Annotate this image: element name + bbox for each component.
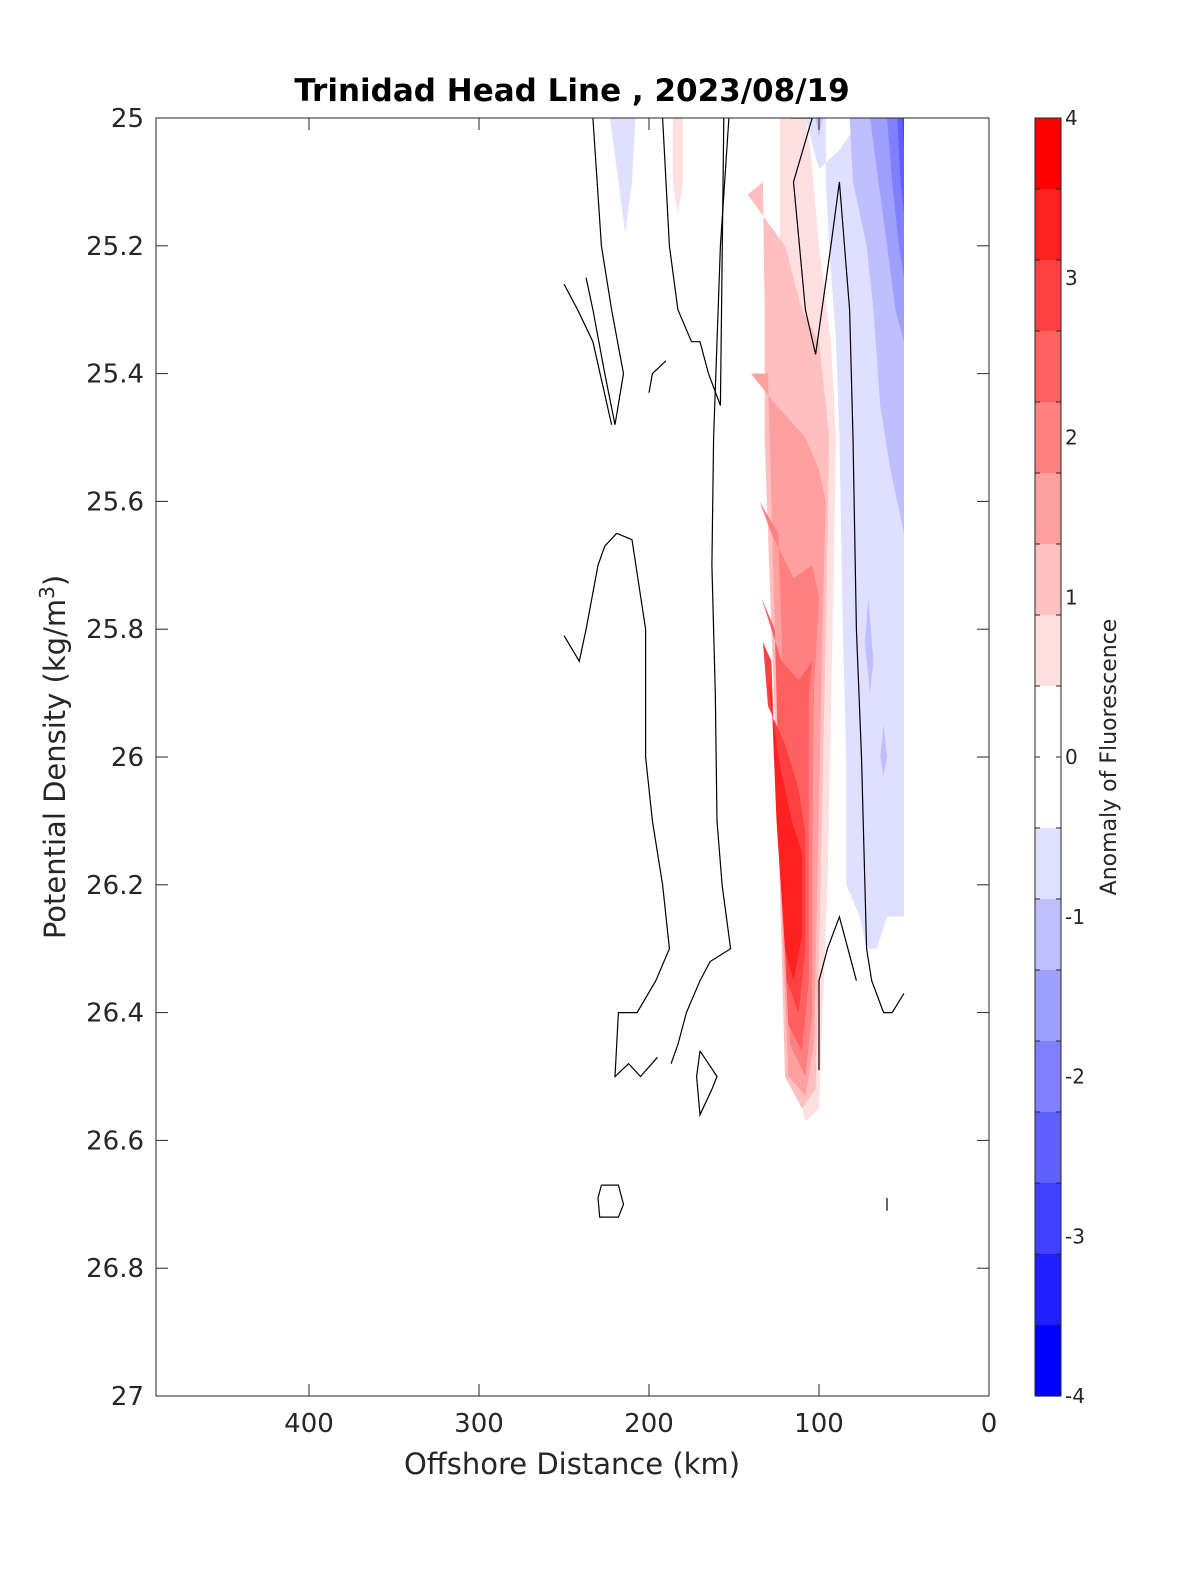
zero-contour-line <box>790 118 905 1014</box>
zero-contour-line <box>563 283 613 425</box>
negative-anomaly-region <box>609 118 636 233</box>
y-tick-label: 25.6 <box>86 487 144 517</box>
zero-contour-line <box>585 118 625 425</box>
y-tick-label: 27 <box>111 1382 144 1412</box>
colorbar-tick-label: 0 <box>1065 745 1078 769</box>
colorbar-tick-label: -2 <box>1065 1065 1085 1089</box>
y-axis-label-main: Potential Density (kg/m <box>38 599 72 939</box>
colorbar-label: Anomaly of Fluorescence <box>1097 619 1122 896</box>
colorbar-band <box>1035 1183 1061 1255</box>
y-tick-label: 25.4 <box>86 360 144 390</box>
colorbar-tick-label: -3 <box>1065 1224 1085 1248</box>
y-axis-label-close: ) <box>38 575 72 586</box>
zero-contour-line <box>818 914 857 1071</box>
colorbar-band <box>1035 1112 1061 1184</box>
negative-anomaly-region <box>876 118 904 278</box>
y-tick-label: 26.8 <box>86 1254 144 1284</box>
positive-anomaly-region <box>672 118 683 214</box>
x-axis-ticks: 400 300 200 100 0 <box>284 118 997 1439</box>
colorbar-band <box>1035 473 1061 545</box>
y-axis-ticks: 25 25.2 25.4 25.6 25.8 26 26.2 26.4 26.6 26.8 27 <box>86 104 989 1412</box>
negative-anomaly-region <box>864 597 874 694</box>
chart-title: Trinidad Head Line , 2023/08/19 <box>294 73 849 109</box>
positive-anomaly-region <box>768 680 802 981</box>
x-tick-label: 100 <box>794 1409 844 1439</box>
colorbar-band <box>1035 189 1061 261</box>
x-axis-label: Offshore Distance (km) <box>404 1447 740 1481</box>
negative-anomaly-region <box>897 118 904 150</box>
colorbar-band <box>1035 331 1061 403</box>
zero-contour-line <box>670 118 732 1064</box>
colorbar-band <box>1035 402 1061 474</box>
colorbar-tick-label: 3 <box>1065 266 1078 290</box>
zero-contour-line <box>614 532 671 1078</box>
y-tick-label: 25.8 <box>86 615 144 645</box>
colorbar-ticks: 4 3 2 1 0 -1 -2 -3 -4 <box>1035 106 1085 1408</box>
x-tick-label: 200 <box>624 1409 674 1439</box>
y-axis-label-superscript: 3 <box>35 586 59 599</box>
colorbar-band <box>1035 970 1061 1042</box>
zero-contour-line <box>695 1050 718 1118</box>
colorbar-band <box>1035 1325 1061 1397</box>
x-tick-label: 300 <box>454 1409 504 1439</box>
y-tick-label: 26.6 <box>86 1126 144 1156</box>
y-tick-label: 26 <box>111 743 144 773</box>
colorbar-band <box>1035 899 1061 971</box>
plot-area: 400 300 200 100 0 25 25.2 25.4 25.6 25.8 26 26.2 26… <box>86 104 997 1439</box>
y-tick-label: 26.4 <box>86 999 144 1029</box>
colorbar-tick-label: 2 <box>1065 426 1078 450</box>
colorbar: 4 3 2 1 0 -1 -2 -3 -4 Anomaly of Fluorescence <box>1034 106 1122 1408</box>
colorbar-band <box>1035 1041 1061 1113</box>
colorbar-band <box>1035 686 1061 758</box>
y-axis-label: Potential Density (kg/m3) <box>35 575 72 939</box>
x-tick-label: 0 <box>981 1409 998 1439</box>
negative-anomaly-region <box>890 118 904 214</box>
colorbar-band <box>1035 828 1061 900</box>
zero-contour-line <box>662 118 725 406</box>
colorbar-tick-label: -4 <box>1065 1384 1085 1408</box>
colorbar-band <box>1035 1254 1061 1326</box>
colorbar-band <box>1035 118 1061 190</box>
y-tick-label: 26.2 <box>86 871 144 901</box>
colorbar-tick-label: 1 <box>1065 585 1078 609</box>
colorbar-band <box>1035 757 1061 829</box>
y-tick-label: 25.2 <box>86 232 144 262</box>
colorbar-band <box>1035 544 1061 616</box>
colorbar-tick-label: 4 <box>1065 106 1078 130</box>
colorbar-band <box>1035 260 1061 332</box>
negative-anomaly-region <box>880 725 887 777</box>
colorbar-bands <box>1035 118 1061 1397</box>
x-tick-label: 400 <box>284 1409 334 1439</box>
zero-contour-line <box>563 532 618 663</box>
zero-contour-line <box>648 360 667 393</box>
colorbar-tick-label: -1 <box>1065 905 1085 929</box>
zero-contour-line <box>597 1184 625 1218</box>
colorbar-band <box>1035 615 1061 687</box>
y-tick-label: 25 <box>111 104 144 134</box>
zero-contour-lines <box>563 118 905 1218</box>
